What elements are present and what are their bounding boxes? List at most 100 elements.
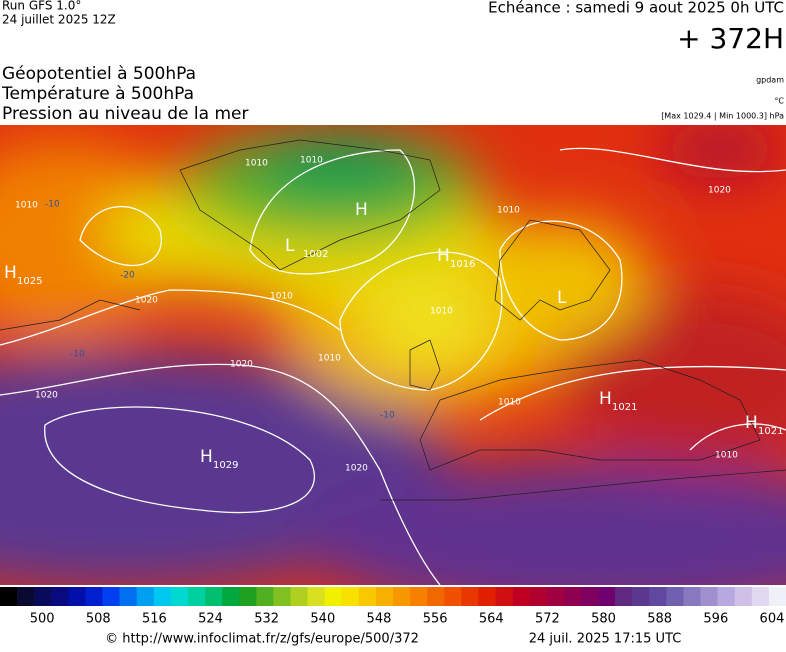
color-swatch xyxy=(68,587,86,606)
color-swatch xyxy=(102,587,120,606)
color-swatch xyxy=(307,587,325,606)
isobar-label: 1020 xyxy=(135,296,158,306)
isobar-label: 1010 xyxy=(497,206,520,216)
color-swatch xyxy=(0,587,18,606)
center-letter: H xyxy=(745,413,758,433)
colorbar: 500 508 516 524 532 540 548 556 564 572 580 588 596 6… xyxy=(0,587,786,627)
lead-time: + 372H xyxy=(677,22,784,55)
color-swatch xyxy=(324,587,343,606)
color-swatch xyxy=(649,587,667,606)
color-swatch xyxy=(170,587,189,606)
color-swatch xyxy=(410,587,428,606)
color-swatch xyxy=(512,587,530,606)
color-swatch xyxy=(666,587,684,606)
color-swatch xyxy=(563,587,582,606)
center-letter: L xyxy=(557,288,567,308)
color-swatch xyxy=(598,587,616,606)
color-swatch xyxy=(615,587,633,606)
color-swatch xyxy=(51,587,69,606)
layer-title: Pression au niveau de la mer xyxy=(2,104,248,124)
run-date: 24 juillet 2025 12Z xyxy=(2,13,116,27)
isobar-labels: 1010 1010 1010 1010 1020 1020 1020 1020 1010 1010… xyxy=(15,156,738,474)
center-letter: H xyxy=(200,447,213,467)
source-url[interactable]: © http://www.infoclimat.fr/z/gfs/europe/… xyxy=(105,632,419,647)
unit: gpdam xyxy=(756,76,784,85)
center-value: 1025 xyxy=(17,276,42,287)
temperature-label: -10 xyxy=(45,200,60,210)
color-swatch xyxy=(444,587,462,606)
isobar-label: 1010 xyxy=(715,451,738,461)
color-swatch xyxy=(427,587,445,606)
colorbar-tick-label: 548 xyxy=(367,612,392,627)
color-swatch xyxy=(187,587,206,606)
color-swatch xyxy=(546,587,565,606)
temperature-label: -20 xyxy=(120,271,135,281)
colorbar-tick-label: 580 xyxy=(591,612,616,627)
isobar-label: 1020 xyxy=(35,391,58,401)
colorbar-tick-label: 508 xyxy=(86,612,111,627)
color-swatch xyxy=(751,587,770,606)
color-swatch xyxy=(119,587,137,606)
colorbar-tick-label: 596 xyxy=(703,612,728,627)
color-swatch xyxy=(768,587,786,606)
color-swatch xyxy=(632,587,650,606)
color-swatch xyxy=(683,587,701,606)
temperature-label: -10 xyxy=(380,411,395,421)
center-value: 1021 xyxy=(612,402,637,413)
center-letter: H xyxy=(355,200,368,220)
isobar-label: 1010 xyxy=(245,159,268,169)
isobar-label: 1020 xyxy=(345,464,368,474)
colorbar-tick-label: 524 xyxy=(198,612,223,627)
valid-time: Echéance : samedi 9 aout 2025 0h UTC xyxy=(488,0,784,17)
isobar-label: 1010 xyxy=(318,354,341,364)
colorbar-tick-label: 564 xyxy=(479,612,504,627)
unit: [Max 1029.4 | Min 1000.3] hPa xyxy=(661,112,784,121)
colorbar-tick-label: 556 xyxy=(423,612,448,627)
isobar-label: 1010 xyxy=(498,398,521,408)
color-swatch xyxy=(34,587,52,606)
color-swatch xyxy=(529,587,548,606)
color-swatch xyxy=(205,587,223,606)
unit: °C xyxy=(774,97,784,106)
isobar-label: 1010 xyxy=(15,201,38,211)
color-swatch xyxy=(239,587,257,606)
run: Run GFS 1.0° xyxy=(2,0,81,13)
color-swatch xyxy=(700,587,718,606)
center-value: 1029 xyxy=(213,460,238,471)
color-swatch xyxy=(17,587,35,606)
isobar-label: 1010 xyxy=(270,292,293,302)
color-swatch xyxy=(273,587,291,606)
center-value: 1016 xyxy=(450,259,475,270)
center-value: 1021 xyxy=(758,426,783,437)
color-swatch xyxy=(375,587,394,606)
colorbar-tick-label: 500 xyxy=(30,612,55,627)
colorbar-tick-label: 532 xyxy=(254,612,279,627)
center-value: 1002 xyxy=(303,249,328,260)
color-swatch xyxy=(290,587,308,606)
colorbar-tick-label: 540 xyxy=(310,612,335,627)
layer-title: Température à 500hPa xyxy=(1,84,194,104)
color-swatch xyxy=(734,587,753,606)
color-swatch xyxy=(341,587,360,606)
color-swatch xyxy=(461,587,479,606)
color-swatch xyxy=(495,587,513,606)
color-swatch xyxy=(580,587,599,606)
generated-date: 24 juil. 2025 17:15 UTC xyxy=(529,632,682,647)
isobar-label: 1020 xyxy=(230,360,253,370)
colorbar-tick-label: 604 xyxy=(760,612,785,627)
isobar-label: 1020 xyxy=(708,186,731,196)
layer-title: Géopotentiel à 500hPa xyxy=(2,64,196,84)
color-swatch xyxy=(222,587,240,606)
colorbar-tick-label: 588 xyxy=(647,612,672,627)
color-swatch xyxy=(358,587,377,606)
temperature-label: -10 xyxy=(70,350,85,360)
color-swatch xyxy=(153,587,172,606)
color-swatch xyxy=(136,587,155,606)
colorbar-tick-label: 572 xyxy=(535,612,560,627)
color-swatch xyxy=(717,587,736,606)
map xyxy=(0,125,786,585)
isobar-label: 1010 xyxy=(300,156,323,166)
color-swatch xyxy=(85,587,103,606)
